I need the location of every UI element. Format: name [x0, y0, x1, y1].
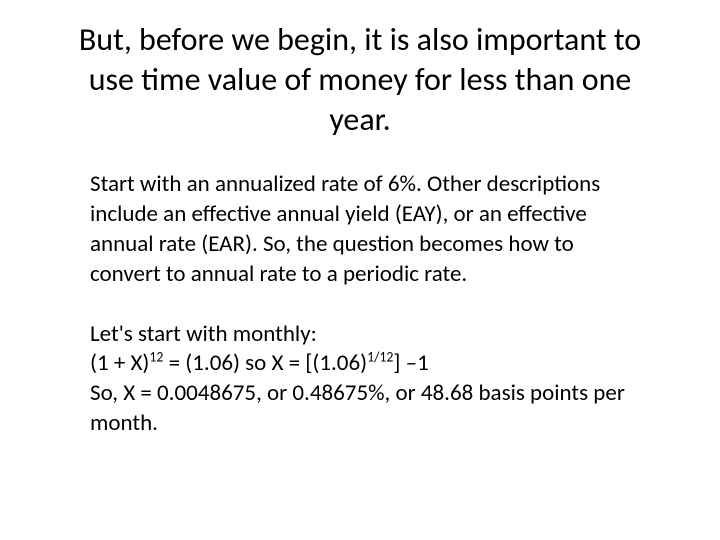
formula-section: Let's start with monthly: (1 + X)12 = (1… [90, 320, 630, 440]
slide-body: Start with an annualized rate of 6%. Oth… [50, 170, 670, 439]
formula-part-3: ] –1 [393, 349, 428, 377]
superscript-1-12: 1/12 [367, 349, 393, 366]
formula-result: So, X = 0.0048675, or 0.48675%, or 48.68… [90, 379, 630, 439]
formula-intro: Let's start with monthly: [90, 320, 630, 350]
formula-equation: (1 + X)12 = (1.06) so X = [(1.06)1/12] –… [90, 349, 630, 379]
superscript-12: 12 [149, 349, 163, 366]
formula-part-2: = (1.06) so X = [(1.06) [163, 349, 367, 377]
intro-paragraph: Start with an annualized rate of 6%. Oth… [90, 170, 630, 290]
formula-part-1: (1 + X) [90, 349, 149, 377]
slide-title: But, before we begin, it is also importa… [50, 20, 670, 140]
